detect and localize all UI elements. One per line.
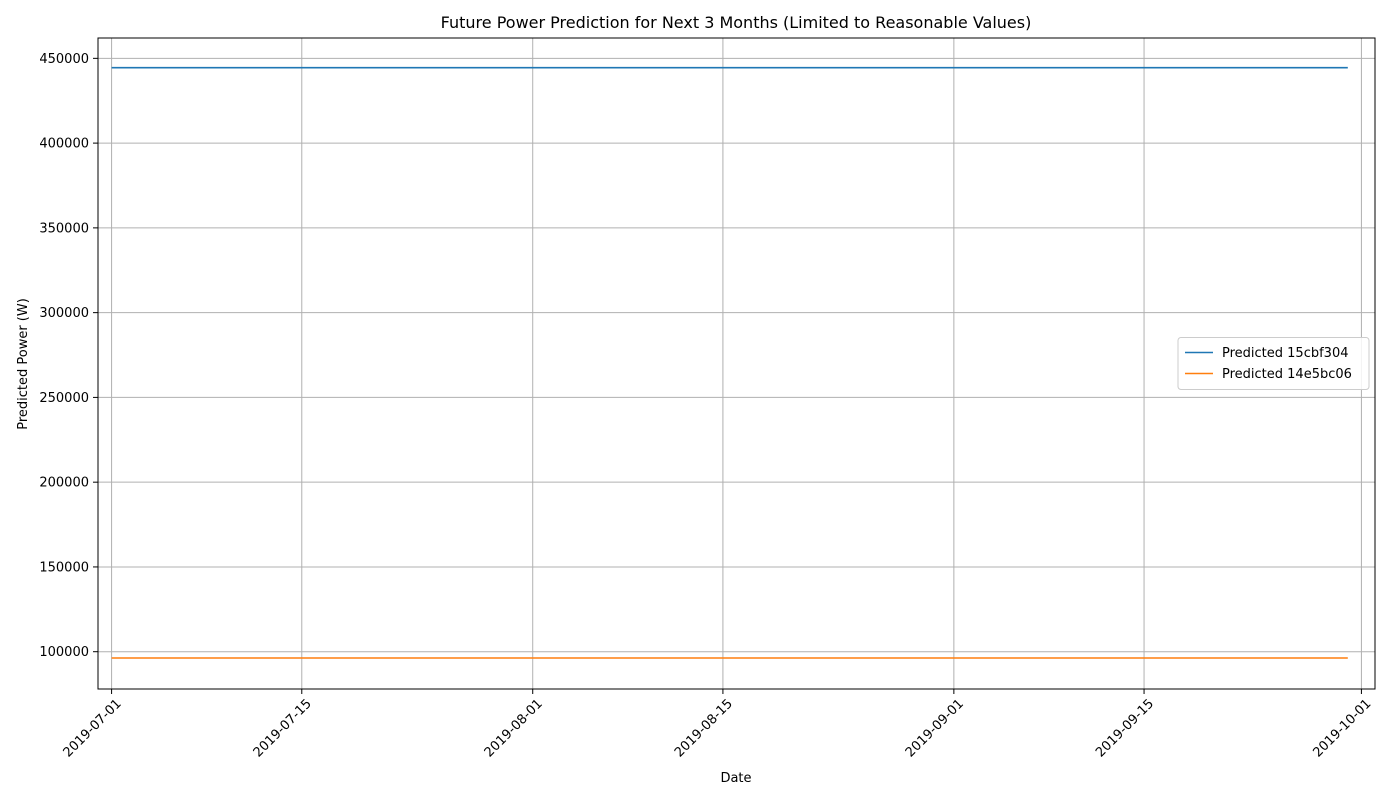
x-axis-label: Date — [720, 771, 751, 786]
y-tick-label: 350000 — [39, 221, 89, 236]
legend-box — [1177, 337, 1370, 390]
y-tick-label: 450000 — [39, 52, 89, 67]
y-tick-label: 200000 — [39, 476, 89, 491]
legend-label: Predicted 15cbf304 — [1222, 346, 1349, 361]
y-axis-label: Predicted Power (W) — [16, 298, 31, 430]
y-tick-label: 100000 — [39, 645, 89, 660]
series-lines — [111, 66, 1348, 659]
y-tick-label: 300000 — [39, 306, 89, 321]
y-tick-label: 150000 — [39, 560, 89, 575]
chart-title: Future Power Prediction for Next 3 Month… — [441, 13, 1032, 32]
grid — [98, 38, 1375, 689]
y-tick-label: 250000 — [39, 391, 89, 406]
plot-area-frame — [97, 37, 1376, 690]
legend: Predicted 15cbf304 Predicted 14e5bc06 — [1177, 337, 1370, 390]
legend-label: Predicted 14e5bc06 — [1222, 367, 1352, 382]
y-tick-label: 400000 — [39, 137, 89, 152]
